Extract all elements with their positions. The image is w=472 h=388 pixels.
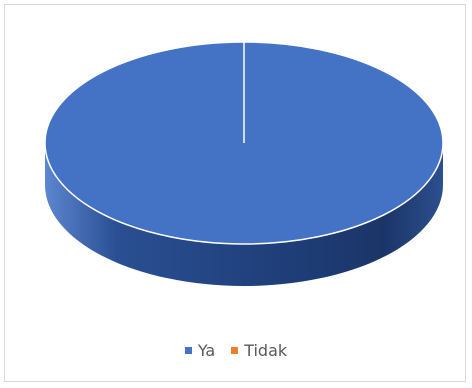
legend-label-ya: Ya <box>197 341 216 360</box>
legend-item-tidak: Tidak <box>231 341 287 360</box>
legend-item-ya: Ya <box>184 341 216 360</box>
legend: Ya Tidak <box>0 341 472 360</box>
legend-swatch-tidak <box>231 347 239 354</box>
legend-swatch-ya <box>184 347 192 354</box>
legend-label-tidak: Tidak <box>244 341 288 360</box>
pie-side-wall <box>45 143 443 286</box>
